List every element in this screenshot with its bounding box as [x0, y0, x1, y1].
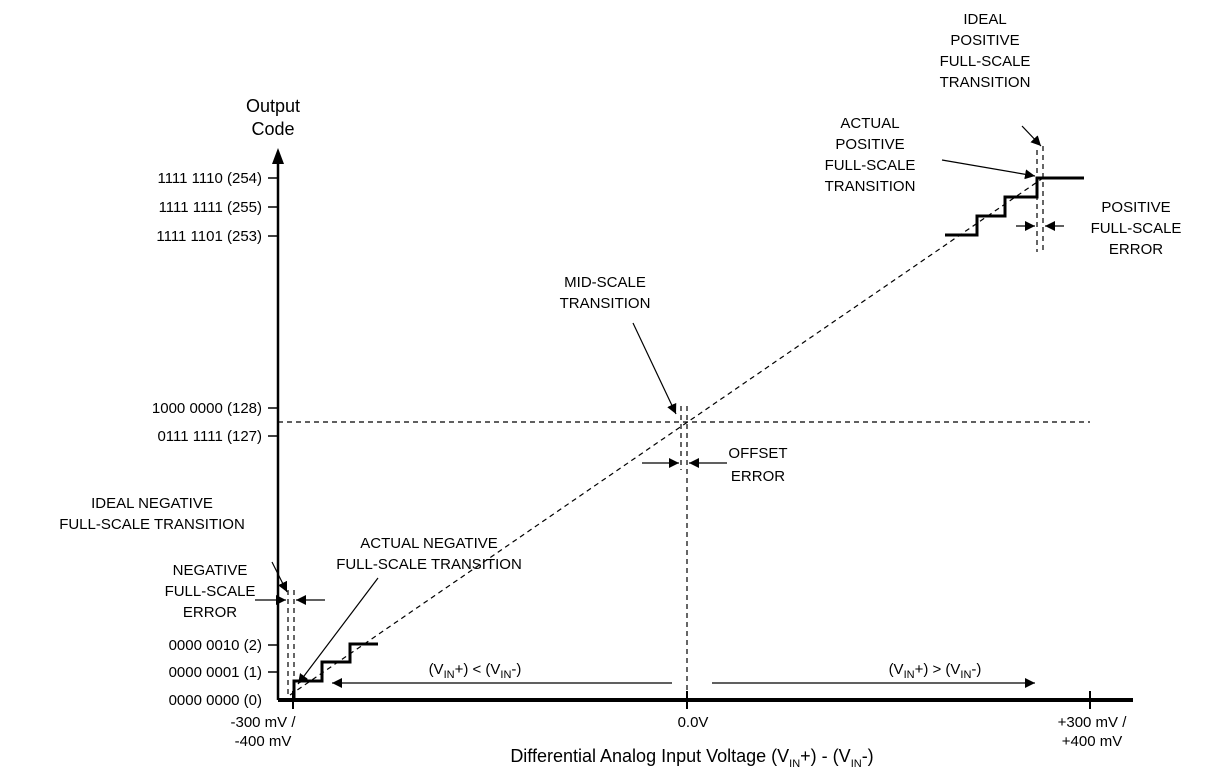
offset-error-label: OFFSET ERROR	[728, 445, 787, 485]
actual-neg-line2: FULL-SCALE TRANSITION	[336, 556, 522, 573]
region-left-label: (VIN+) < (VIN-)	[429, 661, 522, 681]
y-axis-title-line2: Code	[251, 119, 294, 139]
positive-error-label: POSITIVE FULL-SCALE ERROR	[1091, 199, 1182, 258]
ideal-neg-line2: FULL-SCALE TRANSITION	[59, 516, 245, 533]
negative-error-label: NEGATIVE FULL-SCALE ERROR	[165, 562, 256, 621]
y-label-254: 1111 1110 (254)	[157, 170, 262, 187]
y-axis-arrowhead	[272, 148, 284, 164]
y-label-1: 0000 0001 (1)	[169, 664, 262, 681]
ideal-pos-line3: FULL-SCALE	[940, 53, 1031, 70]
x-label-center: 0.0V	[678, 714, 709, 731]
actual-pos-line1: ACTUAL	[840, 115, 899, 132]
y-label-255: 1111 1111 (255)	[159, 199, 262, 216]
actual-pos-line2: POSITIVE	[835, 136, 904, 153]
ideal-negative-label: IDEAL NEGATIVE FULL-SCALE TRANSITION	[59, 495, 245, 533]
x-axis-title: Differential Analog Input Voltage (VIN+)…	[510, 746, 873, 770]
x-label-left-line1: -300 mV /	[230, 714, 296, 731]
actual-positive-label: ACTUAL POSITIVE FULL-SCALE TRANSITION	[825, 115, 916, 195]
region-right-label: (VIN+) > (VIN-)	[889, 661, 982, 681]
mid-scale-pointer	[632, 322, 677, 415]
pos-error-line3: ERROR	[1109, 241, 1163, 258]
y-axis-ticks	[268, 177, 278, 673]
y-label-253: 1111 1101 (253)	[156, 228, 262, 245]
y-label-128: 1000 0000 (128)	[152, 400, 262, 417]
mid-scale-label: MID-SCALE TRANSITION	[560, 274, 651, 312]
staircase-top	[945, 176, 1084, 237]
mid-scale-line1: MID-SCALE	[564, 274, 646, 291]
offset-error-line1: OFFSET	[728, 445, 787, 462]
ideal-pos-line1: IDEAL	[963, 11, 1006, 28]
y-label-0: 0000 0000 (0)	[169, 692, 262, 709]
x-label-right-line2: +400 mV	[1062, 733, 1122, 750]
actual-pos-line4: TRANSITION	[825, 178, 916, 195]
ideal-neg-line1: IDEAL NEGATIVE	[91, 495, 213, 512]
x-label-left-line2: -400 mV	[235, 733, 292, 750]
neg-error-line1: NEGATIVE	[173, 562, 248, 579]
y-label-127: 0111 1111 (127)	[157, 428, 262, 445]
mid-scale-line2: TRANSITION	[560, 295, 651, 312]
dashed-guides	[278, 146, 1090, 700]
pos-error-line1: POSITIVE	[1101, 199, 1170, 216]
staircase-bottom	[292, 642, 378, 700]
ideal-pos-line2: POSITIVE	[950, 32, 1019, 49]
offset-error-line2: ERROR	[731, 468, 785, 485]
pos-error-line2: FULL-SCALE	[1091, 220, 1182, 237]
ideal-neg-pointer	[271, 561, 288, 593]
actual-pos-line3: FULL-SCALE	[825, 157, 916, 174]
actual-pos-pointer	[941, 159, 1036, 180]
neg-error-line2: FULL-SCALE	[165, 583, 256, 600]
ideal-pos-pointer	[1021, 125, 1042, 147]
x-label-right-line1: +300 mV /	[1058, 714, 1128, 731]
actual-neg-line1: ACTUAL NEGATIVE	[360, 535, 498, 552]
actual-negative-label: ACTUAL NEGATIVE FULL-SCALE TRANSITION	[336, 535, 522, 573]
ideal-positive-label: IDEAL POSITIVE FULL-SCALE TRANSITION	[940, 11, 1031, 91]
y-axis-title-line1: Output	[246, 96, 300, 116]
y-label-2: 0000 0010 (2)	[169, 637, 262, 654]
actual-neg-pointer	[297, 577, 379, 685]
annotation-arrows	[255, 125, 1064, 685]
ideal-transfer-line	[289, 177, 1044, 696]
ideal-pos-line4: TRANSITION	[940, 74, 1031, 91]
neg-error-line3: ERROR	[183, 604, 237, 621]
